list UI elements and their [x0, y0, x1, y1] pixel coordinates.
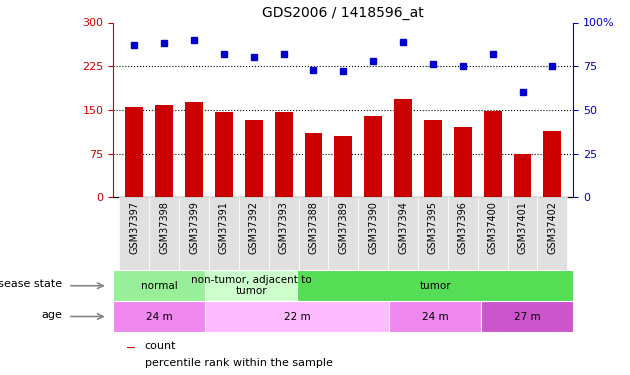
Text: normal: normal: [141, 281, 178, 291]
Text: GSM37392: GSM37392: [249, 201, 259, 254]
FancyBboxPatch shape: [119, 197, 149, 270]
Bar: [364, 116, 382, 197]
FancyBboxPatch shape: [358, 197, 388, 270]
Text: non-tumor, adjacent to
tumor: non-tumor, adjacent to tumor: [191, 275, 312, 296]
Text: GSM37390: GSM37390: [368, 201, 378, 254]
Bar: [424, 120, 442, 197]
FancyBboxPatch shape: [149, 197, 179, 270]
Bar: [275, 112, 292, 197]
Bar: [127, 364, 135, 365]
FancyBboxPatch shape: [179, 197, 209, 270]
Text: disease state: disease state: [0, 279, 62, 289]
Bar: [185, 102, 203, 197]
FancyBboxPatch shape: [328, 197, 358, 270]
Text: GSM37397: GSM37397: [129, 201, 139, 254]
FancyBboxPatch shape: [299, 197, 328, 270]
Bar: [245, 120, 263, 197]
FancyBboxPatch shape: [239, 197, 268, 270]
Bar: [544, 131, 561, 197]
FancyBboxPatch shape: [268, 197, 299, 270]
Text: percentile rank within the sample: percentile rank within the sample: [145, 358, 333, 368]
FancyBboxPatch shape: [478, 197, 508, 270]
FancyBboxPatch shape: [508, 197, 537, 270]
FancyBboxPatch shape: [388, 197, 418, 270]
FancyBboxPatch shape: [205, 301, 389, 332]
FancyBboxPatch shape: [389, 301, 481, 332]
Text: GSM37391: GSM37391: [219, 201, 229, 254]
Bar: [454, 128, 472, 197]
FancyBboxPatch shape: [113, 270, 205, 301]
Text: GSM37396: GSM37396: [458, 201, 468, 254]
Text: GSM37400: GSM37400: [488, 201, 498, 254]
Text: GSM37402: GSM37402: [547, 201, 558, 254]
Bar: [155, 105, 173, 197]
Text: count: count: [145, 340, 176, 351]
Text: GSM37394: GSM37394: [398, 201, 408, 254]
FancyBboxPatch shape: [481, 301, 573, 332]
Text: GSM37401: GSM37401: [517, 201, 527, 254]
FancyBboxPatch shape: [113, 301, 205, 332]
Text: GSM37388: GSM37388: [309, 201, 319, 254]
Text: 22 m: 22 m: [284, 312, 311, 321]
Bar: [304, 133, 323, 197]
Text: 24 m: 24 m: [146, 312, 173, 321]
Bar: [335, 136, 352, 197]
Bar: [484, 111, 501, 197]
FancyBboxPatch shape: [297, 270, 573, 301]
Text: GSM37398: GSM37398: [159, 201, 169, 254]
Text: 27 m: 27 m: [514, 312, 541, 321]
FancyBboxPatch shape: [448, 197, 478, 270]
FancyBboxPatch shape: [205, 270, 297, 301]
FancyBboxPatch shape: [537, 197, 568, 270]
Bar: [127, 347, 135, 348]
Text: GSM37389: GSM37389: [338, 201, 348, 254]
Text: tumor: tumor: [420, 281, 451, 291]
Text: GSM37395: GSM37395: [428, 201, 438, 254]
Bar: [513, 154, 532, 197]
Text: 24 m: 24 m: [422, 312, 449, 321]
Text: GSM37393: GSM37393: [278, 201, 289, 254]
FancyBboxPatch shape: [209, 197, 239, 270]
FancyBboxPatch shape: [418, 197, 448, 270]
Text: GSM37399: GSM37399: [189, 201, 199, 254]
Text: age: age: [42, 310, 62, 320]
Bar: [125, 107, 143, 197]
Title: GDS2006 / 1418596_at: GDS2006 / 1418596_at: [263, 6, 424, 20]
Bar: [394, 99, 412, 197]
Bar: [215, 112, 233, 197]
